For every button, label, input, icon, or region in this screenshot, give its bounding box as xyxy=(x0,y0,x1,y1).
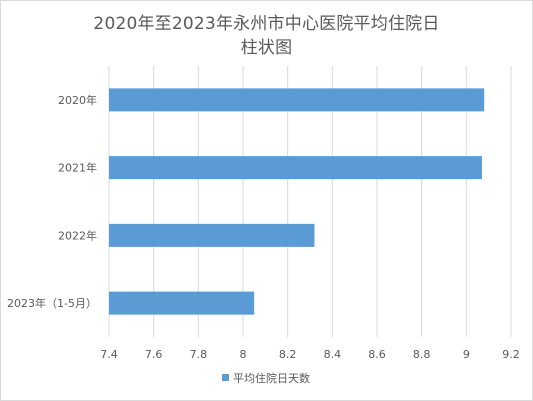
chart-title-line-1: 2020年至2023年永州市中心医院平均住院日 xyxy=(93,14,440,34)
x-tick-label: 8 xyxy=(240,348,247,361)
bar xyxy=(109,223,315,247)
bar xyxy=(109,156,482,180)
x-tick-label: 7.8 xyxy=(190,348,208,361)
y-tick-label: 2020年 xyxy=(58,93,97,107)
chart-title-line-2: 柱状图 xyxy=(240,38,293,58)
y-tick-label: 2022年 xyxy=(58,228,97,242)
bar xyxy=(109,88,485,112)
legend-swatch xyxy=(222,374,229,381)
x-tick-label: 7.4 xyxy=(100,348,118,361)
x-tick-label: 8.4 xyxy=(324,348,342,361)
x-tick-label: 8.8 xyxy=(413,348,431,361)
x-tick-label: 8.2 xyxy=(279,348,297,361)
x-tick-label: 8.6 xyxy=(368,348,386,361)
bar xyxy=(109,291,255,315)
x-tick-label: 7.6 xyxy=(145,348,163,361)
y-tick-label: 2023年（1-5月） xyxy=(7,296,97,310)
x-tick-label: 9.2 xyxy=(502,348,520,361)
x-tick-label: 9 xyxy=(463,348,470,361)
legend-label: 平均住院日天数 xyxy=(233,371,310,385)
y-tick-label: 2021年 xyxy=(58,161,97,175)
